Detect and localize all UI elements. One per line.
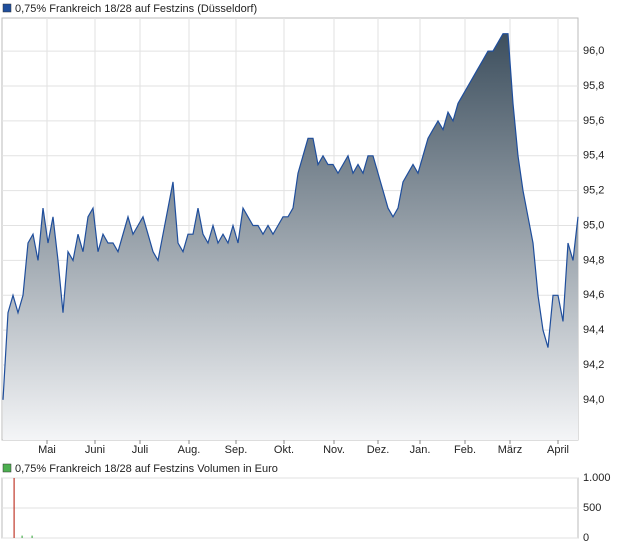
y-tick-label: 94,8 <box>583 254 604 266</box>
x-tick-label: Mai <box>38 444 56 456</box>
bar <box>21 535 23 538</box>
x-tick-label: März <box>498 444 522 456</box>
y-tick-label: 0 <box>583 532 589 544</box>
y-tick-label: 94,2 <box>583 359 604 371</box>
legend-swatch <box>2 3 12 13</box>
x-tick-label: Nov. <box>323 444 345 456</box>
y-tick-label: 95,2 <box>583 185 604 197</box>
y-tick-label: 94,4 <box>583 324 604 336</box>
y-tick-label: 95,8 <box>583 80 604 92</box>
y-tick-label: 95,0 <box>583 219 604 231</box>
x-tick-label: Feb. <box>454 444 476 456</box>
x-tick-label: Aug. <box>178 444 201 456</box>
bar <box>31 535 33 538</box>
x-tick-label: Juli <box>132 444 149 456</box>
bar <box>13 478 15 538</box>
legend-label: 0,75% Frankreich 18/28 auf Festzins Volu… <box>15 463 278 475</box>
y-tick-label: 1.000 <box>583 472 611 484</box>
line <box>2 33 579 400</box>
y-tick-label: 500 <box>583 502 601 514</box>
legend-label: 0,75% Frankreich 18/28 auf Festzins (Düs… <box>15 3 257 15</box>
x-tick-label: Juni <box>85 444 105 456</box>
y-tick-label: 95,4 <box>583 150 604 162</box>
y-tick-label: 94,6 <box>583 289 604 301</box>
legend-swatch <box>2 463 12 473</box>
x-tick-label: Sep. <box>225 444 248 456</box>
area <box>3 33 578 440</box>
x-tick-label: Jan. <box>410 444 431 456</box>
x-tick-label: Okt. <box>274 444 294 456</box>
y-tick-label: 95,6 <box>583 115 604 127</box>
y-tick-label: 96,0 <box>583 45 604 57</box>
x-tick-label: April <box>547 444 569 456</box>
y-tick-label: 94,0 <box>583 394 604 406</box>
x-tick-label: Dez. <box>367 444 390 456</box>
